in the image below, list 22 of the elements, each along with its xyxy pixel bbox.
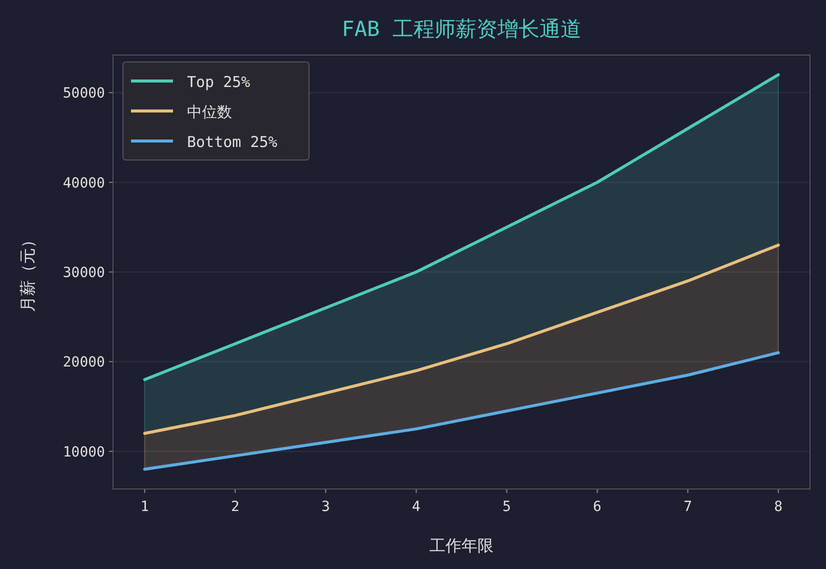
- y-tick-label: 30000: [62, 265, 105, 281]
- x-tick-label: 6: [593, 499, 602, 515]
- x-tick-label: 4: [412, 499, 420, 515]
- x-tick-label: 8: [774, 499, 783, 515]
- x-tick-label: 2: [230, 499, 240, 515]
- legend-label: Top 25%: [187, 73, 250, 91]
- x-tick-label: 3: [322, 499, 330, 515]
- line-series: [143, 244, 780, 435]
- line-series: [143, 351, 780, 471]
- x-axis-title: 工作年限: [430, 536, 494, 555]
- chart-title: FAB 工程师薪资增长通道: [342, 17, 582, 41]
- line-series: [143, 73, 780, 382]
- y-tick-label: 10000: [62, 444, 105, 460]
- legend-label: Bottom 25%: [187, 133, 278, 151]
- y-tick-label: 20000: [62, 354, 105, 371]
- x-tick-label: 7: [684, 499, 692, 515]
- x-tick-label: 1: [140, 499, 149, 515]
- y-tick-label: 50000: [62, 86, 105, 102]
- x-tick-label: 5: [502, 499, 511, 515]
- y-axis-title: 月薪（元）: [18, 232, 37, 312]
- legend-label: 中位数: [187, 103, 232, 121]
- y-tick-label: 40000: [62, 175, 105, 192]
